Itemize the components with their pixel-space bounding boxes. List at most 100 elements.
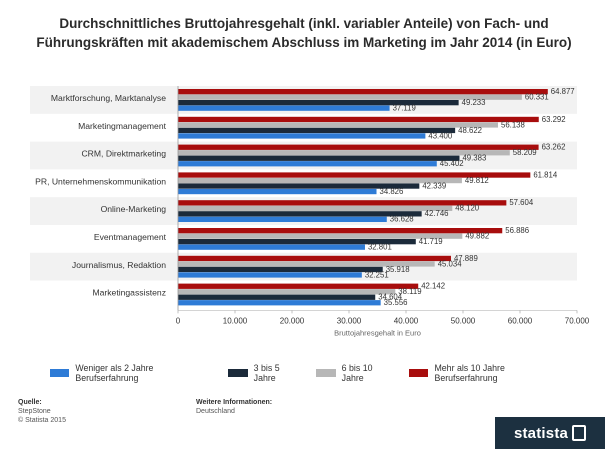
data-label: 45.034: [438, 259, 463, 268]
bar[interactable]: [178, 294, 376, 300]
bar[interactable]: [178, 211, 422, 217]
data-label: 45.402: [440, 159, 464, 168]
category-label: Eventmanagement: [94, 232, 167, 242]
data-label: 42.746: [425, 209, 449, 218]
bar[interactable]: [178, 155, 460, 161]
bar[interactable]: [178, 239, 416, 245]
data-label: 63.292: [542, 115, 566, 124]
bar[interactable]: [178, 105, 390, 111]
bar[interactable]: [178, 244, 365, 250]
bar[interactable]: [178, 200, 507, 206]
bar[interactable]: [178, 261, 435, 267]
data-label: 60.331: [525, 93, 549, 102]
bar[interactable]: [178, 205, 453, 211]
data-label: 32.801: [368, 243, 392, 252]
data-label: 49.383: [462, 154, 486, 163]
category-label: PR, Unternehmenskommunikation: [35, 176, 166, 186]
bar[interactable]: [178, 233, 463, 239]
data-label: 41.719: [419, 237, 443, 246]
legend-label: 3 bis 5 Jahre: [253, 363, 280, 383]
data-label: 58.209: [513, 148, 537, 157]
info-value: Deutschland: [196, 408, 235, 415]
data-label: 56.886: [505, 226, 529, 235]
category-label: Online-Marketing: [101, 204, 167, 214]
data-label: 34.604: [378, 293, 403, 302]
bar[interactable]: [178, 272, 362, 278]
bar[interactable]: [178, 122, 498, 128]
bar[interactable]: [178, 283, 419, 289]
legend-item[interactable]: 6 bis 10 Jahre: [316, 363, 395, 383]
legend-swatch: [50, 369, 70, 377]
category-label: Marketingmanagement: [78, 121, 167, 131]
source-name: StepStone: [18, 408, 51, 415]
data-label: 36.628: [390, 215, 414, 224]
category-label: Journalismus, Redaktion: [72, 260, 166, 270]
info-heading: Weitere Informationen:: [196, 399, 273, 406]
legend-swatch: [228, 369, 248, 377]
data-label: 35.918: [386, 265, 410, 274]
bar[interactable]: [178, 94, 522, 100]
x-tick-label: 60.000: [508, 316, 533, 325]
legend-label: Mehr als 10 Jahre Berufserfahrung: [434, 363, 505, 383]
bar[interactable]: [178, 127, 456, 134]
bar[interactable]: [178, 188, 377, 195]
data-label: 35.556: [384, 298, 408, 307]
source-block: Quelle: StepStone © Statista 2015: [18, 398, 66, 425]
x-tick-label: 70.000: [565, 316, 590, 325]
bar[interactable]: [178, 266, 383, 273]
data-label: 38.119: [398, 287, 421, 296]
bar[interactable]: [178, 133, 426, 139]
info-block: Weitere Informationen: Deutschland: [196, 398, 272, 416]
bar[interactable]: [178, 177, 462, 184]
x-axis-title: Bruttojahresgehalt in Euro: [334, 328, 421, 337]
data-label: 57.604: [509, 198, 534, 207]
statista-logo[interactable]: statista: [495, 417, 605, 449]
data-label: 64.877: [551, 87, 575, 96]
data-label: 34.826: [380, 187, 404, 196]
data-label: 32.251: [365, 270, 389, 279]
bar[interactable]: [178, 289, 396, 295]
bar[interactable]: [178, 100, 459, 106]
bar[interactable]: [178, 300, 381, 306]
bar[interactable]: [178, 144, 539, 150]
category-label: CRM, Direktmarketing: [81, 149, 166, 159]
chart-title: Durchschnittliches Bruttojahresgehalt (i…: [36, 16, 572, 50]
data-label: 47.889: [454, 254, 478, 263]
category-label: Marktforschung, Marktanalyse: [51, 93, 166, 103]
x-tick-label: 20.000: [280, 316, 305, 325]
legend-label: 6 bis 10 Jahre: [341, 363, 373, 383]
data-label: 49.812: [465, 176, 489, 185]
source-heading: Quelle:: [18, 399, 42, 406]
bar[interactable]: [178, 255, 451, 262]
bar[interactable]: [178, 183, 420, 189]
x-tick-label: 30.000: [337, 316, 362, 325]
data-label: 42.339: [422, 181, 446, 190]
bar[interactable]: [178, 216, 387, 222]
legend: Weniger als 2 Jahre Berufserfahrung 3 bis…: [50, 363, 580, 383]
data-label: 43.400: [428, 131, 453, 140]
logo-text: statista: [513, 424, 569, 442]
data-label: 42.142: [421, 282, 445, 291]
bar[interactable]: [178, 172, 531, 178]
legend-item[interactable]: Mehr als 10 Jahre Berufserfahrung: [409, 363, 566, 383]
bar[interactable]: [178, 161, 437, 167]
legend-item[interactable]: Weniger als 2 Jahre Berufserfahrung: [50, 363, 214, 383]
legend-swatch: [316, 369, 336, 377]
bar[interactable]: [178, 228, 503, 234]
data-label: 48.622: [458, 126, 482, 135]
x-tick-label: 50.000: [451, 316, 476, 325]
data-label: 37.119: [393, 104, 416, 113]
legend-swatch: [409, 369, 429, 377]
bar[interactable]: [178, 89, 548, 95]
data-label: 56.138: [501, 120, 525, 129]
data-label: 63.262: [542, 143, 566, 152]
legend-item[interactable]: 3 bis 5 Jahre: [228, 363, 302, 383]
x-tick-label: 10.000: [223, 316, 248, 325]
x-tick-label: 40.000: [394, 316, 419, 325]
logo-mark-icon: [572, 425, 587, 441]
bar[interactable]: [178, 116, 539, 123]
category-label: Marketingassistenz: [92, 288, 166, 298]
data-label: 49.882: [465, 232, 489, 241]
bar[interactable]: [178, 150, 510, 156]
